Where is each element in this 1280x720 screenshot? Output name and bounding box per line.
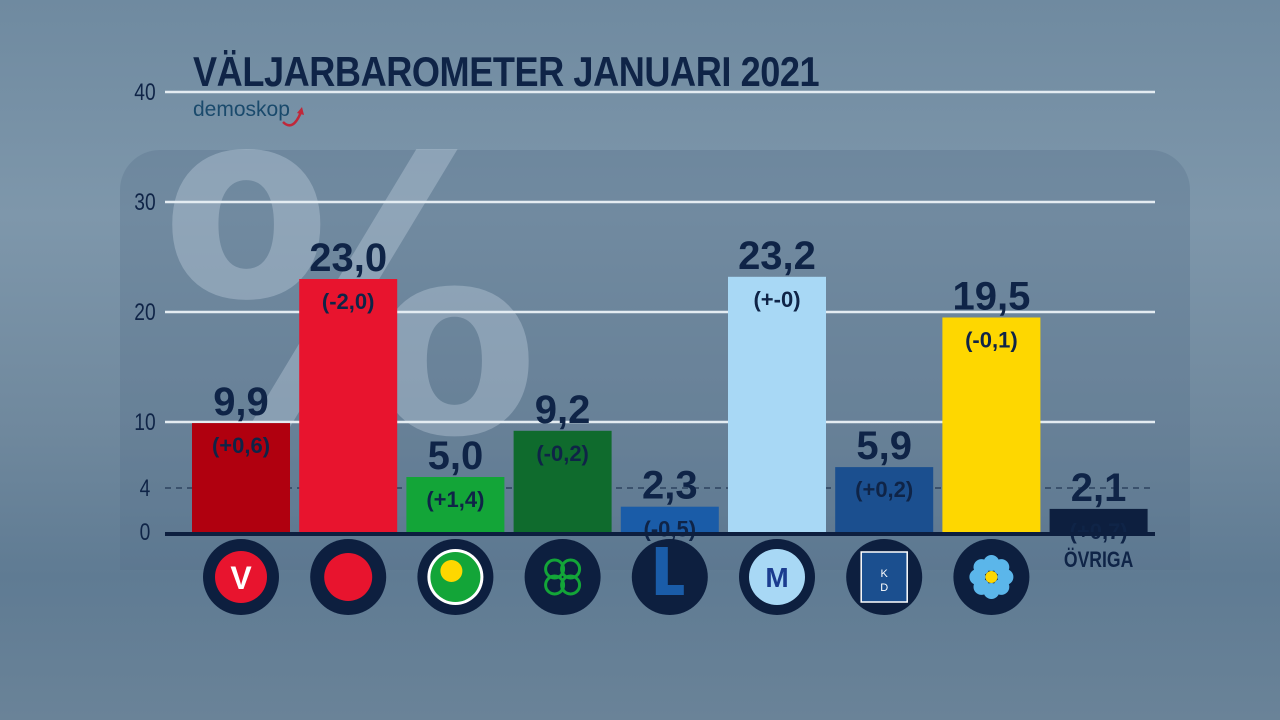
- y-tick-label: 30: [134, 188, 155, 216]
- y-tick-label: 0: [140, 518, 151, 546]
- change-label: (-0,2): [536, 441, 589, 466]
- c-clover-icon: [524, 539, 601, 615]
- clover-leaf: [560, 574, 582, 596]
- clover-leaf: [544, 574, 566, 596]
- y-tick-label: 20: [134, 298, 155, 326]
- clover-leaf: [544, 558, 566, 580]
- value-label: 2,1: [1071, 466, 1127, 510]
- bar-l: [620, 506, 719, 532]
- m-letter: M: [765, 562, 788, 593]
- value-label: 5,9: [856, 424, 912, 468]
- kd-letters: D: [880, 582, 888, 594]
- y-tick-label: 10: [134, 408, 155, 436]
- petal: [993, 559, 1010, 576]
- arrow-icon: [282, 107, 304, 127]
- carnation-shape: [215, 551, 267, 603]
- clover-leaf: [560, 558, 582, 580]
- bar-s: [299, 279, 398, 532]
- change-label: (-2,0): [322, 289, 375, 314]
- demoskop-logo: demoskop: [193, 98, 304, 127]
- bar-m: [728, 276, 826, 532]
- m-disc: [749, 549, 805, 605]
- bar-kd: [835, 467, 934, 532]
- bar-v: [192, 423, 290, 532]
- change-label: (-0,5): [644, 517, 697, 542]
- change-label: (+1,4): [426, 487, 484, 512]
- l-letter-icon: [631, 539, 708, 615]
- value-label: 23,2: [738, 234, 816, 278]
- change-label: (+0,2): [855, 477, 913, 502]
- y-tick-label: 40: [134, 78, 155, 106]
- value-label: 2,3: [642, 464, 698, 508]
- l-letter: [655, 547, 684, 595]
- bar-mp: [406, 477, 505, 532]
- change-label: (+-0): [753, 287, 800, 312]
- logo-text: demoskop: [193, 98, 290, 121]
- value-label: 9,9: [213, 380, 269, 424]
- ovriga-label: ÖVRIGA: [1064, 547, 1133, 572]
- bar-c: [513, 430, 612, 532]
- change-label: (+0,7): [1070, 519, 1128, 544]
- value-label: 19,5: [952, 275, 1030, 319]
- v-letter: V: [230, 560, 252, 596]
- change-label: (-0,1): [965, 328, 1018, 353]
- kd-box: [860, 551, 908, 603]
- kd-letters: K: [881, 568, 889, 580]
- change-label: (+0,6): [212, 433, 270, 458]
- bar-övriga: [1049, 508, 1148, 532]
- bar-sd: [942, 317, 1041, 532]
- y-tick-label: 4: [140, 474, 151, 502]
- dandelion: [440, 560, 463, 582]
- value-label: 23,0: [309, 236, 387, 280]
- value-label: 5,0: [428, 434, 484, 478]
- rose-shape: [324, 553, 373, 601]
- value-label: 9,2: [535, 388, 591, 432]
- chart-title: VÄLJARBAROMETER JANUARI 2021: [193, 48, 820, 95]
- flower-center: [985, 571, 998, 583]
